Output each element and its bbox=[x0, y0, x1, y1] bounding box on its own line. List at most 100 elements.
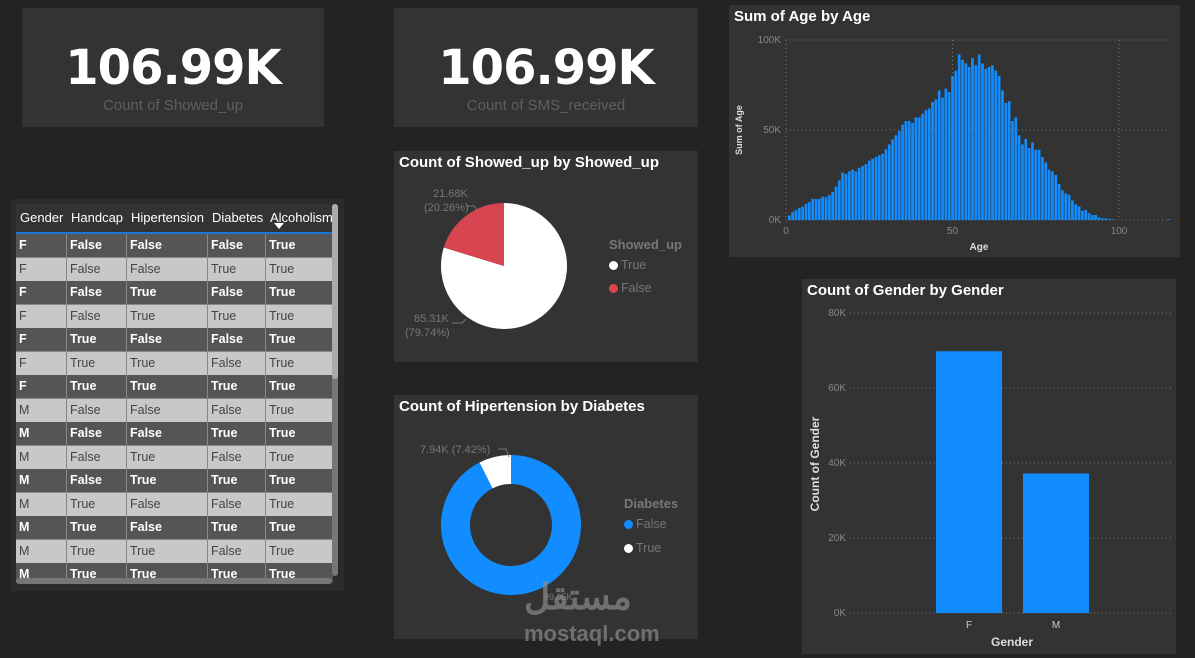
table-row[interactable]: M True False True True bbox=[16, 516, 333, 540]
table-cell: False bbox=[66, 398, 126, 422]
bar bbox=[1097, 217, 1101, 220]
vertical-scrollbar[interactable] bbox=[332, 204, 338, 576]
column-header-hipertension[interactable]: Hipertension bbox=[131, 210, 204, 225]
legend-label: False bbox=[636, 517, 667, 531]
table-cell: True bbox=[126, 375, 207, 398]
table-cell: False bbox=[66, 422, 126, 445]
table-row[interactable]: M False True False True bbox=[16, 445, 333, 470]
table-row[interactable]: M False False False True bbox=[16, 398, 333, 423]
table-cell: True bbox=[66, 539, 126, 563]
donut-chart-hipertension: Count of Hipertension by Diabetes 7.94K … bbox=[394, 395, 698, 639]
table-row[interactable]: F False False False True bbox=[16, 234, 333, 258]
legend-item-false[interactable]: False bbox=[624, 517, 667, 531]
legend-title: Diabetes bbox=[624, 496, 679, 511]
bar bbox=[894, 135, 898, 220]
table-cell: True bbox=[265, 516, 333, 539]
bar bbox=[884, 149, 888, 220]
bar bbox=[1044, 162, 1048, 220]
bar bbox=[954, 70, 958, 220]
legend-item-true[interactable]: True bbox=[609, 258, 646, 272]
legend-item-false[interactable]: False bbox=[609, 281, 652, 295]
table-cell: True bbox=[66, 328, 126, 351]
table-cell: False bbox=[207, 351, 265, 375]
gender-chart-svg: 0K 20K 40K 60K 80K F M Gender Count of Gender bbox=[808, 308, 1172, 649]
column-header-alcoholism[interactable]: Alcoholism bbox=[270, 210, 333, 225]
table-cell: True bbox=[66, 516, 126, 539]
table-cell: True bbox=[265, 234, 333, 257]
table-row[interactable]: F False False True True bbox=[16, 257, 333, 282]
bar bbox=[1051, 171, 1054, 220]
y-tick-label: 0K bbox=[834, 608, 847, 619]
table-cell: True bbox=[265, 375, 333, 398]
bar bbox=[1007, 101, 1011, 220]
bar bbox=[1077, 206, 1081, 220]
bar bbox=[991, 65, 994, 220]
bar bbox=[1067, 194, 1071, 220]
pie-slice-false bbox=[443, 203, 504, 266]
table-row[interactable]: F True False False True bbox=[16, 328, 333, 352]
table-cell: F bbox=[19, 261, 27, 276]
table-row[interactable]: M True True False True bbox=[16, 539, 333, 564]
table-row[interactable]: M False False True True bbox=[16, 422, 333, 446]
column-header-handcap[interactable]: Handcap bbox=[71, 210, 124, 225]
table-cell: True bbox=[126, 563, 207, 582]
bar bbox=[1084, 209, 1088, 220]
bar bbox=[867, 160, 871, 220]
table-row[interactable]: F True True False True bbox=[16, 351, 333, 376]
table-cell: M bbox=[19, 402, 30, 417]
bar bbox=[997, 76, 1001, 220]
table-cell: True bbox=[66, 375, 126, 398]
bar bbox=[914, 117, 918, 220]
table-row[interactable]: M True False False True bbox=[16, 492, 333, 517]
table-cell: True bbox=[207, 422, 265, 445]
leader-line bbox=[466, 205, 479, 212]
bar bbox=[1011, 121, 1014, 220]
bar bbox=[927, 108, 931, 220]
table-cell: F bbox=[19, 238, 27, 252]
column-header-diabetes[interactable]: Diabetes bbox=[212, 210, 264, 225]
table-cell: False bbox=[126, 234, 207, 257]
bar bbox=[941, 97, 944, 220]
table-cell: True bbox=[265, 563, 333, 582]
horizontal-scrollbar[interactable] bbox=[16, 578, 332, 584]
table-row[interactable]: M False True True True bbox=[16, 469, 333, 493]
table-cell: True bbox=[207, 375, 265, 398]
bar bbox=[971, 58, 974, 220]
scroll-thumb[interactable] bbox=[332, 204, 338, 379]
y-tick-label: 20K bbox=[828, 533, 846, 544]
bar bbox=[847, 171, 851, 220]
sort-descending-icon[interactable] bbox=[274, 223, 284, 229]
bar bbox=[864, 164, 868, 220]
bar bbox=[1107, 219, 1111, 220]
bar bbox=[1014, 117, 1018, 220]
bar bbox=[1024, 139, 1028, 220]
table-cell: True bbox=[265, 304, 333, 328]
table-row[interactable]: M True True True True bbox=[16, 563, 333, 582]
bar bbox=[881, 153, 884, 220]
bar bbox=[817, 198, 821, 220]
bar bbox=[1021, 144, 1024, 220]
table-cell: False bbox=[66, 445, 126, 469]
table-row[interactable]: F False True True True bbox=[16, 304, 333, 329]
table-row[interactable]: F False True False True bbox=[16, 281, 333, 305]
bar bbox=[944, 88, 948, 220]
legend-dot bbox=[624, 520, 633, 529]
table-cell: M bbox=[19, 567, 30, 581]
bar bbox=[791, 211, 794, 220]
table-cell: F bbox=[19, 379, 27, 393]
column-header-gender[interactable]: Gender bbox=[20, 210, 64, 225]
y-axis-label: Count of Gender bbox=[808, 416, 822, 511]
bar bbox=[804, 203, 808, 220]
y-tick-label: 80K bbox=[828, 308, 846, 319]
bar bbox=[854, 171, 858, 220]
bar bbox=[1074, 204, 1078, 220]
bar bbox=[981, 63, 984, 221]
bar bbox=[797, 207, 801, 220]
chart-title: Sum of Age by Age bbox=[734, 8, 871, 25]
table-row[interactable]: F True True True True bbox=[16, 375, 333, 399]
kpi-label: Count of Showed_up bbox=[102, 97, 244, 114]
legend-item-true[interactable]: True bbox=[624, 541, 661, 555]
bar bbox=[1027, 148, 1031, 220]
table-cell: False bbox=[66, 234, 126, 257]
table-cell: True bbox=[126, 445, 207, 469]
